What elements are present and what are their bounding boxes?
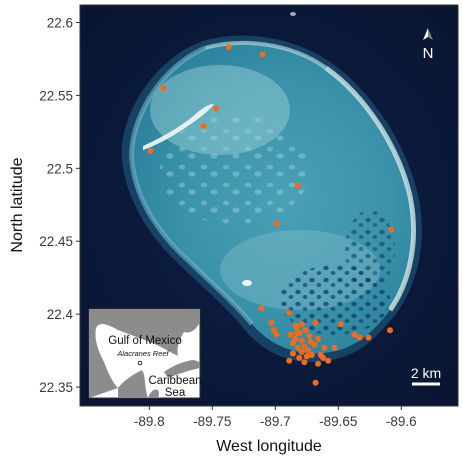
x-axis: -89.8 -89.75 -89.7 -89.65 -89.6 — [134, 406, 417, 429]
sampling-point-38 — [315, 335, 322, 342]
sampling-point-50 — [293, 330, 300, 337]
sampling-point-29 — [301, 343, 308, 350]
sampling-point-41 — [286, 357, 293, 364]
reef-crest-east — [324, 65, 416, 312]
scale-bar-label: 2 km — [411, 365, 441, 381]
sampling-point-14 — [273, 331, 280, 338]
lagoon-holes-2 — [345, 210, 395, 290]
sampling-point-27 — [306, 333, 313, 339]
sampling-point-48 — [315, 360, 322, 367]
sampling-point-9 — [388, 226, 395, 233]
sampling-point-12 — [268, 319, 275, 326]
sampling-point-40 — [303, 353, 310, 360]
sampling-point-4 — [213, 105, 220, 112]
sampling-point-51 — [312, 379, 319, 386]
inset-yucatan — [118, 370, 148, 398]
inset-cuba — [164, 360, 200, 378]
y-axis-title: North latitude — [9, 157, 26, 252]
sampling-point-2 — [259, 51, 266, 58]
north-arrow: N — [423, 28, 434, 62]
x-tick-label: -89.7 — [260, 414, 291, 429]
x-axis-title: West longitude — [216, 438, 322, 455]
reef-crest-north — [204, 40, 328, 70]
sampling-point-18 — [356, 334, 363, 341]
inset-reef-label: Alacranes Reef — [116, 349, 169, 358]
inset-central-america — [148, 389, 159, 398]
x-tick-label: -89.6 — [386, 414, 417, 429]
x-tick-label: -89.75 — [193, 414, 231, 429]
panel-border — [79, 4, 459, 407]
sampling-point-39 — [296, 354, 303, 361]
north-arrow-label: N — [423, 45, 434, 62]
sampling-point-26 — [302, 327, 309, 334]
scale-bar: 2 km — [411, 365, 441, 386]
sampling-point-33 — [292, 322, 299, 329]
reef-crest-west — [129, 45, 254, 326]
sampling-point-1 — [225, 44, 232, 51]
sampling-point-20 — [387, 327, 393, 334]
sampling-point-17 — [351, 331, 358, 338]
sampling-point-5 — [200, 123, 207, 129]
sampling-point-13 — [271, 327, 277, 334]
small-islet — [242, 280, 252, 286]
x-tick-label: -89.8 — [134, 414, 165, 429]
sampling-point-25 — [298, 337, 305, 344]
sampling-point-7 — [295, 182, 301, 189]
sampling-point-16 — [337, 321, 344, 328]
sampling-point-21 — [331, 344, 338, 351]
tiny-islet — [290, 12, 296, 16]
y-axis: 22.35 22.4 22.45 22.5 22.55 22.6 — [39, 15, 80, 395]
sampling-point-35 — [305, 347, 312, 354]
sampling-point-46 — [289, 350, 296, 357]
inset-map: Gulf of Mexico Alacranes Reef Caribbean … — [88, 308, 202, 399]
inset-land-north — [89, 309, 200, 398]
y-tick-label: 22.6 — [47, 15, 73, 30]
inset-land-west-coast-gap — [100, 332, 168, 359]
y-tick-label: 22.35 — [39, 380, 73, 395]
north-arrow-icon — [423, 28, 428, 40]
sampling-point-30 — [295, 344, 301, 351]
y-tick-label: 22.55 — [39, 88, 73, 103]
sampling-point-10 — [258, 305, 265, 312]
sampling-point-11 — [286, 309, 293, 316]
sampling-point-15 — [312, 319, 319, 326]
sampling-point-6 — [147, 147, 154, 154]
inset-sea-label-2: Sea — [165, 387, 186, 399]
sampling-point-49 — [325, 357, 332, 364]
sampling-point-3 — [160, 85, 167, 92]
sampling-points — [147, 44, 395, 386]
patch-reefs — [160, 115, 310, 225]
y-tick-label: 22.45 — [39, 234, 73, 249]
sampling-point-42 — [308, 352, 315, 358]
sampling-point-45 — [320, 354, 327, 361]
inset-sea-label-1: Caribbean — [148, 375, 201, 387]
sampling-point-32 — [287, 331, 294, 338]
sampling-point-24 — [292, 335, 299, 342]
island-spit — [143, 104, 214, 150]
x-tick-label: -89.65 — [319, 414, 357, 429]
map-panel — [80, 5, 458, 406]
sampling-point-34 — [298, 321, 305, 328]
sampling-point-8 — [273, 220, 280, 227]
sampling-point-47 — [301, 359, 308, 366]
inset-gulf-label: Gulf of Mexico — [108, 335, 182, 347]
y-tick-label: 22.5 — [47, 161, 73, 176]
y-tick-label: 22.4 — [47, 307, 74, 322]
sampling-point-19 — [365, 334, 372, 341]
sampling-point-37 — [311, 341, 318, 348]
sampling-point-36 — [298, 349, 305, 355]
sampling-point-44 — [321, 344, 328, 351]
inset-reef-marker — [137, 360, 143, 366]
sampling-point-31 — [289, 340, 296, 347]
